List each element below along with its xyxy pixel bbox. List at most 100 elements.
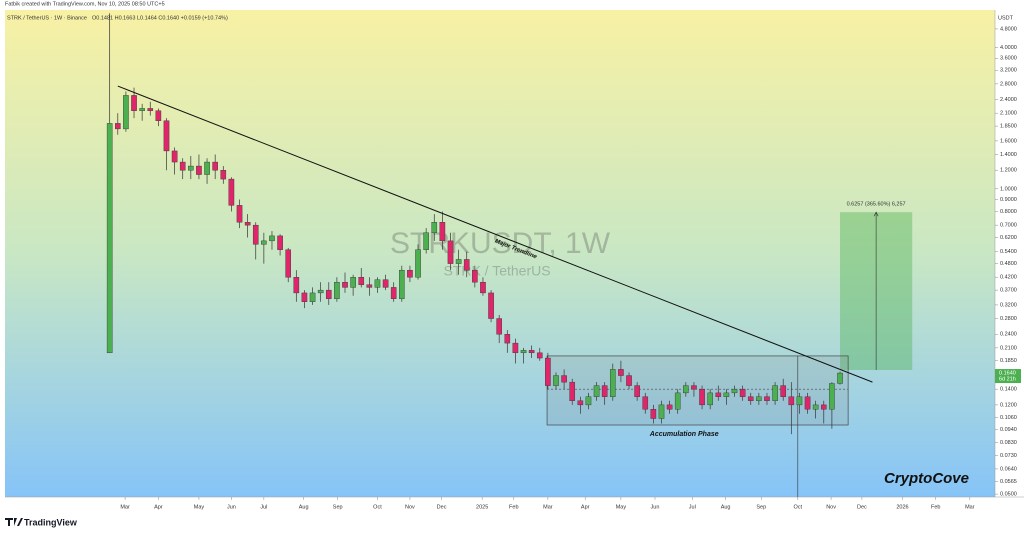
y-tick-label: 2.4000 bbox=[1000, 97, 1017, 103]
x-tick-label: Sep bbox=[333, 504, 343, 510]
candle-body bbox=[691, 385, 697, 390]
candle-body bbox=[358, 277, 365, 285]
candle-body bbox=[163, 120, 170, 152]
last-price-tag bbox=[995, 369, 1021, 384]
x-tick-label: Jun bbox=[651, 504, 660, 510]
y-tick-label: 0.2100 bbox=[1000, 345, 1017, 351]
candle-body bbox=[553, 375, 559, 386]
symbol-info: STRK / TetherUS · 1W · Binance bbox=[7, 15, 87, 21]
candle-body bbox=[114, 123, 121, 130]
y-tick-label: 0.6200 bbox=[1000, 235, 1017, 241]
y-tick-label: 0.1060 bbox=[1000, 415, 1017, 421]
candle-body bbox=[642, 396, 649, 410]
y-tick-label: 1.0000 bbox=[1000, 186, 1017, 192]
brand-logo bbox=[5, 518, 23, 526]
y-tick-label: 0.0640 bbox=[1000, 466, 1017, 472]
candle-body bbox=[812, 404, 819, 410]
x-tick-label: Feb bbox=[931, 504, 940, 510]
brand: TradingView bbox=[24, 517, 78, 527]
y-tick-label: 0.0830 bbox=[1000, 440, 1017, 446]
y-tick-label: 1.8500 bbox=[1000, 124, 1017, 130]
range-box bbox=[546, 355, 849, 426]
x-tick-label: Sep bbox=[756, 504, 766, 510]
candle-body bbox=[577, 400, 584, 406]
y-tick-label: 4.8000 bbox=[1000, 26, 1017, 32]
candle-body bbox=[382, 279, 389, 288]
x-tick-label: Jun bbox=[227, 504, 236, 510]
candle-body bbox=[252, 224, 259, 245]
x-tick-label: Jul bbox=[260, 504, 267, 510]
y-tick-label: 2.1000 bbox=[1000, 111, 1017, 117]
candle-body bbox=[739, 388, 746, 397]
candle-body bbox=[658, 404, 665, 419]
candle-body bbox=[212, 161, 218, 171]
candle-body bbox=[796, 396, 803, 406]
candle-body bbox=[666, 404, 673, 410]
candle-body bbox=[277, 235, 283, 250]
x-tick-label: Aug bbox=[299, 504, 309, 510]
candle-body bbox=[188, 165, 194, 171]
candle-body bbox=[820, 404, 827, 410]
candle-body bbox=[585, 396, 592, 406]
candle-body bbox=[228, 178, 235, 206]
candle-body bbox=[309, 292, 316, 302]
ohlc-info: O0.1481 H0.1663 L0.1464 C0.1640 +0.0159 … bbox=[92, 15, 228, 21]
candle-body bbox=[342, 281, 348, 288]
candle-body bbox=[261, 240, 267, 245]
created-note: Fatbik created with TradingView.com, Nov… bbox=[5, 1, 165, 7]
x-tick-label: Mar bbox=[965, 504, 975, 510]
candle-body bbox=[634, 385, 640, 397]
candle-body bbox=[488, 292, 494, 319]
y-tick-label: 0.0940 bbox=[1000, 427, 1017, 433]
y-tick-label: 0.8000 bbox=[1000, 209, 1017, 215]
candle-body bbox=[472, 269, 478, 283]
candle-body bbox=[374, 279, 381, 288]
y-tick-label: 0.3700 bbox=[1000, 288, 1017, 294]
y-tick-label: 1.6000 bbox=[1000, 138, 1017, 144]
candle-body bbox=[650, 409, 657, 419]
candle-body bbox=[439, 222, 446, 242]
candle-body bbox=[204, 161, 210, 175]
y-tick-label: 2.8000 bbox=[1000, 81, 1017, 87]
candle-body bbox=[780, 385, 787, 397]
candle-body bbox=[601, 385, 608, 397]
candle-body bbox=[220, 170, 227, 180]
y-tick-label: 0.0565 bbox=[1000, 479, 1017, 485]
measure-label: 0.6257 (365.60%) 6,257 bbox=[847, 202, 906, 208]
candle-body bbox=[325, 289, 332, 299]
candle-body bbox=[593, 385, 600, 397]
x-tick-label: Dec bbox=[857, 504, 867, 510]
candle-body bbox=[236, 205, 243, 223]
candle-body bbox=[269, 235, 275, 242]
candle-body bbox=[496, 318, 502, 335]
y-tick-label: 3.6000 bbox=[1000, 56, 1017, 62]
x-tick-label: Oct bbox=[794, 504, 803, 510]
candle-body bbox=[334, 281, 340, 299]
x-tick-label: May bbox=[616, 504, 627, 510]
y-tick-label: 0.4800 bbox=[1000, 261, 1017, 267]
candle-body bbox=[829, 383, 835, 410]
y-tick-label: 0.4200 bbox=[1000, 275, 1017, 281]
candle-body bbox=[618, 369, 624, 376]
countdown: 6d 21h bbox=[999, 377, 1016, 383]
candle-body bbox=[131, 95, 137, 111]
x-tick-label: Aug bbox=[721, 504, 731, 510]
candle-body bbox=[747, 396, 754, 401]
measure-arrowhead bbox=[873, 211, 879, 217]
y-tick-label: 1.4000 bbox=[1000, 152, 1017, 158]
candle-body bbox=[512, 342, 519, 354]
candle-body bbox=[155, 110, 162, 121]
candle-body bbox=[699, 388, 705, 406]
candle-body bbox=[536, 352, 543, 359]
candle-body bbox=[772, 385, 778, 401]
y-tick-label: 0.5400 bbox=[1000, 249, 1017, 255]
candle-body bbox=[788, 396, 795, 406]
candle-body bbox=[707, 392, 713, 406]
y-tick-label: 0.0500 bbox=[1000, 492, 1017, 498]
candle-body bbox=[106, 123, 113, 354]
y-tick-label: 0.1850 bbox=[1000, 358, 1017, 364]
candle-body bbox=[123, 95, 129, 130]
y-tick-label: 0.1400 bbox=[1000, 387, 1017, 393]
trendline bbox=[117, 85, 873, 383]
